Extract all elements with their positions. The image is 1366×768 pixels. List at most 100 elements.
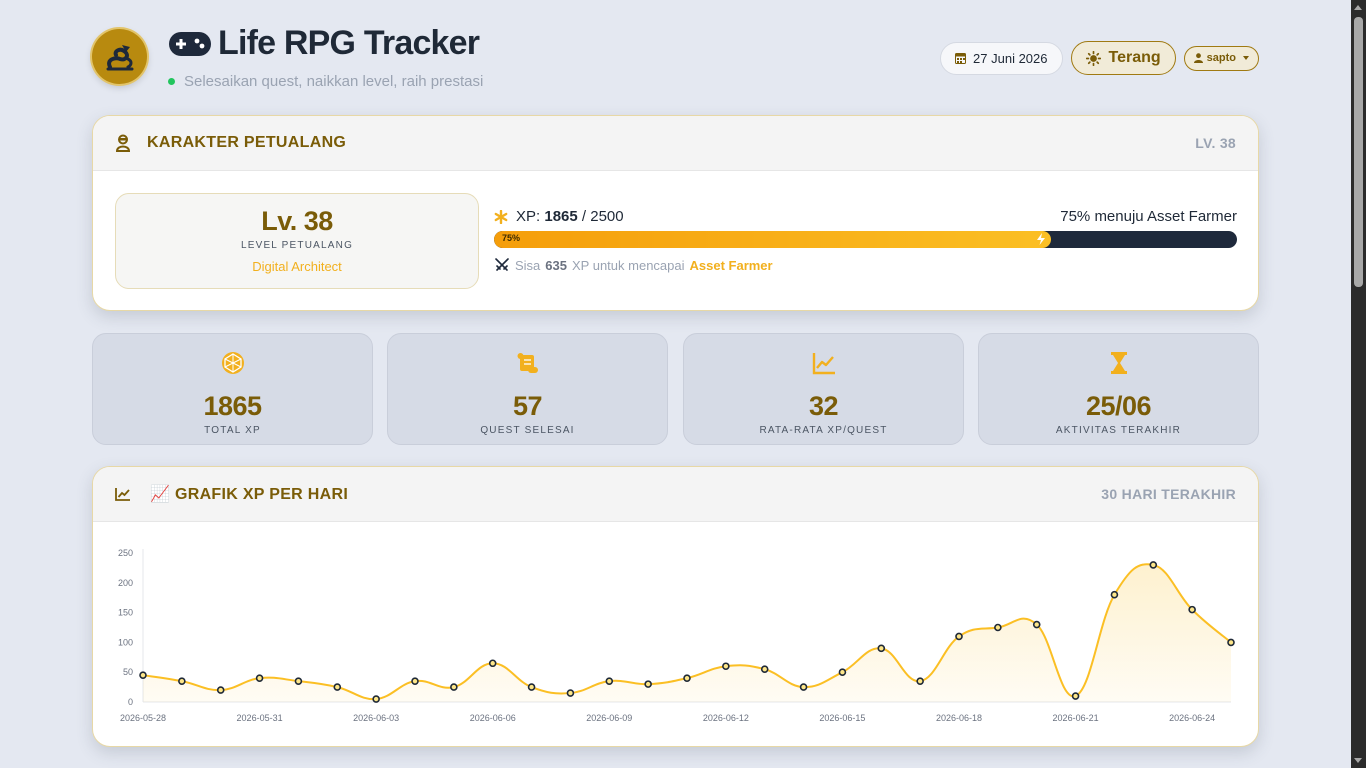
- x-tick-label: 2026-06-18: [936, 713, 982, 723]
- lightning-icon: [1037, 233, 1045, 245]
- level-badge: LV. 38: [1195, 135, 1236, 151]
- stat-card-total-xp: 1865 TOTAL XP: [92, 333, 373, 445]
- y-tick-label: 200: [118, 578, 133, 588]
- data-point: [255, 674, 264, 682]
- data-point: [799, 683, 808, 691]
- data-point: [955, 632, 963, 641]
- user-icon: [1193, 53, 1203, 63]
- stat-value: 57: [512, 391, 543, 421]
- page-header: Life RPG Tracker Selesaikan quest, naikk…: [92, 0, 1259, 112]
- progress-percent: 75%: [502, 233, 521, 243]
- user-menu-button[interactable]: sapto: [1183, 45, 1259, 71]
- y-tick-label: 100: [118, 637, 133, 647]
- asterisk-icon: [494, 209, 508, 224]
- xp-progress-bar: 75%: [494, 231, 1237, 248]
- data-point: [916, 677, 924, 685]
- remain-mid: XP untuk mencapai: [572, 257, 685, 273]
- progress-text: 75% menuju Asset Farmer: [1060, 208, 1237, 225]
- stat-value: 32: [808, 391, 839, 421]
- adventurer-icon: [115, 134, 131, 152]
- chart-card-header: 📈 GRAFIK XP PER HARI 30 HARI TERAKHIR: [93, 467, 1258, 522]
- series-area: [143, 564, 1231, 702]
- character-card: KARAKTER PETUALANG LV. 38 Lv. 38 LEVEL P…: [92, 115, 1259, 311]
- subtitle-row: Selesaikan quest, naikkan level, raih pr…: [168, 73, 483, 90]
- scrollbar-thumb[interactable]: [1354, 17, 1363, 287]
- scroll-up-arrow[interactable]: [1354, 5, 1362, 10]
- y-tick-label: 0: [128, 697, 133, 707]
- data-point: [1071, 692, 1080, 700]
- data-point: [527, 683, 536, 691]
- stat-label: TOTAL XP: [204, 425, 261, 436]
- class-name: Digital Architect: [252, 259, 342, 274]
- data-point: [1032, 620, 1041, 629]
- series-line: [142, 563, 1232, 701]
- data-point: [411, 677, 419, 685]
- x-tick-label: 2026-06-15: [819, 713, 865, 723]
- remain-target: Asset Farmer: [689, 257, 773, 273]
- crossed-swords-icon: [495, 258, 509, 271]
- data-point: [1188, 605, 1196, 614]
- stat-value: 1865: [203, 391, 262, 421]
- stat-card-last-activity: 25/06 AKTIVITAS TERAKHIR: [978, 333, 1259, 445]
- data-point: [294, 677, 303, 685]
- header-controls: 27 Juni 2026 Terang: [940, 41, 1259, 75]
- chevron-down-icon: [1243, 56, 1249, 60]
- dice-icon: [221, 352, 244, 374]
- title-row: Life RPG Tracker: [168, 24, 480, 63]
- y-tick-label: 250: [118, 548, 133, 558]
- x-tick-label: 2026-06-24: [1169, 713, 1215, 723]
- xp-chart: 0 50 100 150 200 250 2026-05-28 2026-05-31 2026-…: [93, 523, 1258, 746]
- theme-toggle-button[interactable]: Terang: [1070, 41, 1176, 75]
- data-point: [450, 683, 458, 691]
- data-point: [994, 623, 1002, 632]
- page-scrollbar[interactable]: [1351, 0, 1366, 768]
- section-title: KARAKTER PETUALANG: [147, 134, 347, 151]
- x-tick-label: 2026-06-12: [703, 713, 749, 723]
- x-tick-label: 2026-06-09: [586, 713, 632, 723]
- xp-chart-card: 📈 GRAFIK XP PER HARI 30 HARI TERAKHIR 0 5…: [92, 466, 1259, 747]
- y-tick-label: 150: [118, 608, 133, 618]
- theme-label: Terang: [1108, 49, 1161, 66]
- dragon-logo-icon: [92, 29, 147, 84]
- current-date: 27 Juni 2026: [973, 50, 1048, 66]
- xp-prefix: XP:: [516, 208, 541, 225]
- stat-label: RATA-RATA XP/QUEST: [759, 425, 888, 436]
- x-tick-label: 2026-06-03: [353, 713, 399, 723]
- page: Life RPG Tracker Selesaikan quest, naikk…: [92, 0, 1259, 747]
- data-point: [760, 665, 769, 674]
- data-point: [683, 674, 691, 682]
- data-point: [877, 644, 886, 653]
- data-point: [1227, 638, 1235, 647]
- remain-xp: 635: [545, 257, 567, 273]
- xp-line: XP: 1865 / 2500: [494, 208, 1237, 225]
- data-point: [644, 680, 652, 688]
- x-tick-label: 2026-06-06: [470, 713, 516, 723]
- x-tick-label: 2026-06-21: [1053, 713, 1099, 723]
- data-point: [139, 671, 147, 679]
- online-dot-icon: [168, 78, 175, 85]
- character-card-header: KARAKTER PETUALANG LV. 38: [93, 116, 1258, 171]
- hourglass-icon: [1110, 352, 1127, 374]
- username: sapto: [1206, 52, 1236, 64]
- data-point: [178, 677, 186, 685]
- scroll-down-arrow[interactable]: [1354, 758, 1362, 763]
- chart-line-icon: [812, 353, 835, 375]
- xp-remaining: Sisa 635 XP untuk mencapai Asset Farmer: [494, 257, 1237, 273]
- stat-label: AKTIVITAS TERAKHIR: [1055, 425, 1182, 436]
- data-point: [1149, 561, 1158, 569]
- app-title: Life RPG Tracker: [218, 24, 480, 62]
- date-pill: 27 Juni 2026: [940, 41, 1063, 75]
- data-point: [838, 668, 847, 676]
- data-point: [488, 659, 497, 668]
- scroll-icon: [517, 353, 538, 373]
- data-point: [216, 686, 225, 694]
- remain-prefix: Sisa: [515, 257, 541, 273]
- y-tick-label: 50: [123, 667, 133, 677]
- xp-max: / 2500: [581, 208, 624, 225]
- data-point: [1110, 590, 1119, 599]
- data-point: [372, 695, 380, 703]
- stat-card-quests: 57 QUEST SELESAI: [387, 333, 668, 445]
- data-point: [605, 677, 614, 685]
- data-point: [333, 683, 342, 691]
- xp-progress-area: XP: 1865 / 2500 75% menuju Asset Farmer …: [494, 208, 1237, 273]
